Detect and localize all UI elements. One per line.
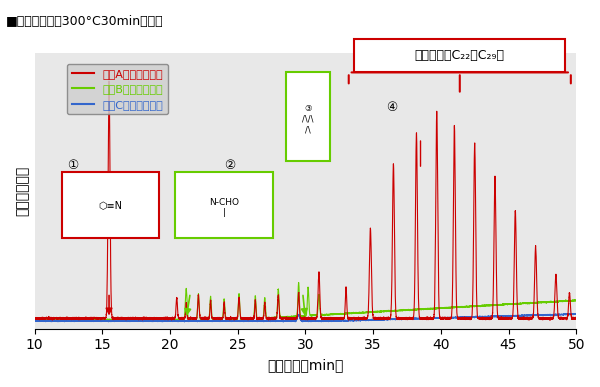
FancyBboxPatch shape bbox=[286, 72, 330, 161]
Text: ⬡≡N: ⬡≡N bbox=[98, 200, 122, 210]
Text: N-CHO
|: N-CHO | bbox=[209, 198, 239, 217]
FancyBboxPatch shape bbox=[175, 171, 273, 238]
FancyBboxPatch shape bbox=[62, 171, 159, 238]
Legend: 手袋Aで触れた試料, 手袋Bで触れた試料, 手袋Cで触れた試料: 手袋Aで触れた試料, 手袋Bで触れた試料, 手袋Cで触れた試料 bbox=[67, 64, 168, 114]
Text: ②: ② bbox=[224, 159, 235, 171]
Text: ①: ① bbox=[67, 159, 78, 171]
Text: ■測定結果　（300°C30min加熱）: ■測定結果 （300°C30min加熱） bbox=[6, 15, 164, 29]
Y-axis label: アバンダンス: アバンダンス bbox=[15, 166, 29, 216]
X-axis label: 保持時間（min）: 保持時間（min） bbox=[267, 358, 344, 372]
Text: 炭化水素（C₂₂～C₂₉）: 炭化水素（C₂₂～C₂₉） bbox=[415, 50, 505, 62]
Text: ④: ④ bbox=[386, 101, 398, 114]
FancyBboxPatch shape bbox=[354, 39, 565, 72]
Text: ③
/\/\
/\: ③ /\/\ /\ bbox=[302, 104, 314, 134]
